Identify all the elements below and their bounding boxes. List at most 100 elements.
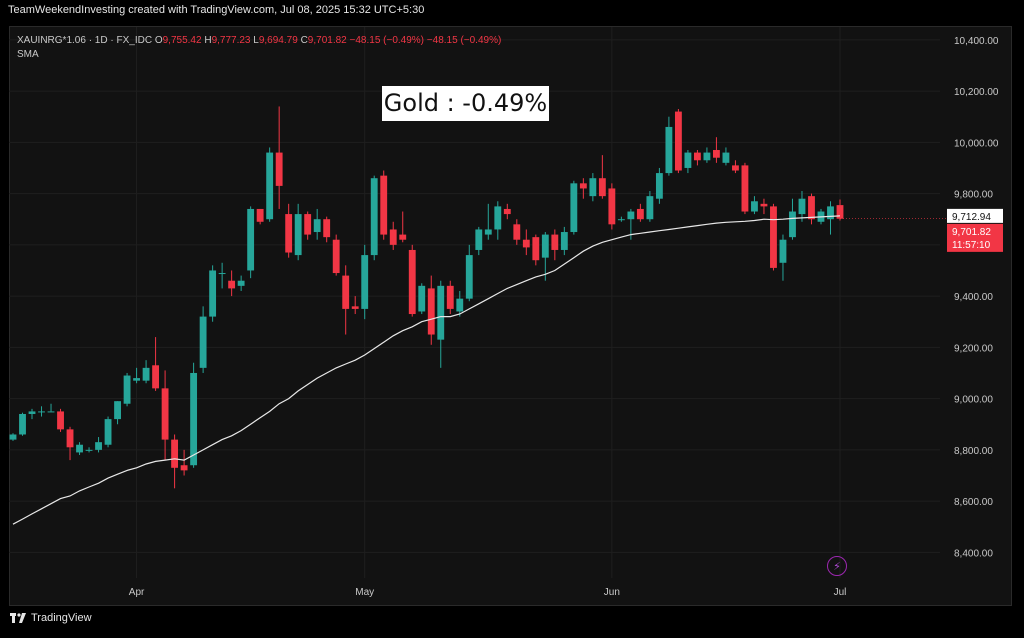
open-value: 9,755.42 xyxy=(162,35,202,46)
candle xyxy=(636,203,644,222)
candle xyxy=(551,229,559,261)
candle xyxy=(114,401,121,425)
candle-body xyxy=(684,152,692,168)
candle xyxy=(66,426,74,461)
candle-body xyxy=(161,388,169,440)
candle xyxy=(513,219,521,245)
candle xyxy=(608,183,616,230)
candle xyxy=(142,360,150,384)
candle-body xyxy=(76,444,83,453)
candle-body xyxy=(836,205,844,219)
candle-body xyxy=(636,208,644,220)
candle-body xyxy=(342,275,350,309)
candle xyxy=(190,362,198,468)
candle xyxy=(19,412,26,436)
candle xyxy=(770,203,777,271)
candle xyxy=(95,437,102,453)
candle-body xyxy=(114,401,121,420)
candle xyxy=(570,180,578,235)
high-label: H xyxy=(204,35,212,46)
candle xyxy=(304,211,312,240)
candle xyxy=(408,244,416,317)
candle-body xyxy=(380,175,388,235)
candle xyxy=(28,408,36,420)
candle xyxy=(38,406,45,417)
candle-body xyxy=(28,411,36,414)
candle-body xyxy=(418,285,426,312)
candle-body xyxy=(751,201,758,212)
close-value: 9,701.82 xyxy=(307,35,347,46)
candle-body xyxy=(779,239,787,263)
candle xyxy=(332,234,340,276)
candle-body xyxy=(437,285,445,340)
price-tick-label: 9,200.00 xyxy=(954,343,993,354)
candle-body xyxy=(123,375,131,404)
price-tags: 9,712.94 9,701.82 11:57:10 xyxy=(840,208,1003,252)
candle-body xyxy=(351,306,359,309)
chart-panel[interactable] xyxy=(9,26,1012,606)
candle-body xyxy=(304,214,312,235)
candle xyxy=(674,109,682,174)
candle xyxy=(827,201,834,235)
candle-body xyxy=(285,214,293,253)
symbol-label[interactable]: XAUINRG*1.06 · 1D · FX_IDC xyxy=(17,35,153,46)
candle xyxy=(104,416,112,448)
candle-body xyxy=(570,183,578,233)
candle-body xyxy=(598,178,606,197)
candle xyxy=(589,173,597,202)
candle-body xyxy=(741,165,749,212)
candle-body xyxy=(560,232,568,250)
tradingview-footer[interactable]: TradingView xyxy=(10,612,92,624)
candle xyxy=(237,275,245,291)
gold-annotation: Gold : -0.49% xyxy=(382,86,549,121)
candle xyxy=(47,403,55,413)
candle xyxy=(199,306,207,373)
candle xyxy=(732,160,739,174)
candle xyxy=(456,290,464,317)
lightning-bolt-icon[interactable]: ⚡ xyxy=(827,556,847,576)
candle-body xyxy=(532,237,540,261)
candle xyxy=(655,167,663,204)
candle xyxy=(484,203,492,240)
candle xyxy=(380,170,388,240)
candle-body xyxy=(256,208,264,222)
candle-body xyxy=(827,206,834,220)
candle-body xyxy=(693,152,701,161)
candle xyxy=(313,208,321,240)
candle-body xyxy=(228,280,236,289)
candle xyxy=(180,449,188,476)
candle xyxy=(247,206,255,279)
candle-body xyxy=(608,188,616,225)
candle-body xyxy=(713,150,720,158)
sma-indicator-label[interactable]: SMA xyxy=(17,49,39,60)
candle-body xyxy=(475,229,483,250)
candle-body xyxy=(617,219,625,221)
candle-body xyxy=(370,178,378,256)
candle xyxy=(713,137,720,163)
candle-body xyxy=(522,239,530,248)
candle-body xyxy=(266,152,274,220)
ohlc-legend-row: XAUINRG*1.06 · 1D · FX_IDC O9,755.42 H 9,… xyxy=(17,34,501,48)
time-tick-label: May xyxy=(355,587,374,598)
low-label: L xyxy=(253,35,259,46)
price-tick-label: 10,000.00 xyxy=(954,138,999,149)
candle-body xyxy=(142,367,150,381)
candle-body xyxy=(323,219,331,238)
low-value: 9,694.79 xyxy=(258,35,298,46)
candle-body xyxy=(789,211,796,238)
candle-body xyxy=(38,411,45,413)
candle-body xyxy=(218,273,226,275)
open-label: O xyxy=(154,35,163,46)
candle-body xyxy=(798,198,806,215)
candle xyxy=(693,150,701,166)
candle xyxy=(361,244,369,320)
time-tick-label: Jun xyxy=(604,587,620,598)
candle xyxy=(798,191,806,222)
price-tick-label: 8,800.00 xyxy=(954,446,993,457)
candle xyxy=(294,203,302,261)
candle xyxy=(85,447,93,453)
candle xyxy=(285,203,293,258)
candle xyxy=(228,270,236,297)
candle-body xyxy=(313,219,321,233)
